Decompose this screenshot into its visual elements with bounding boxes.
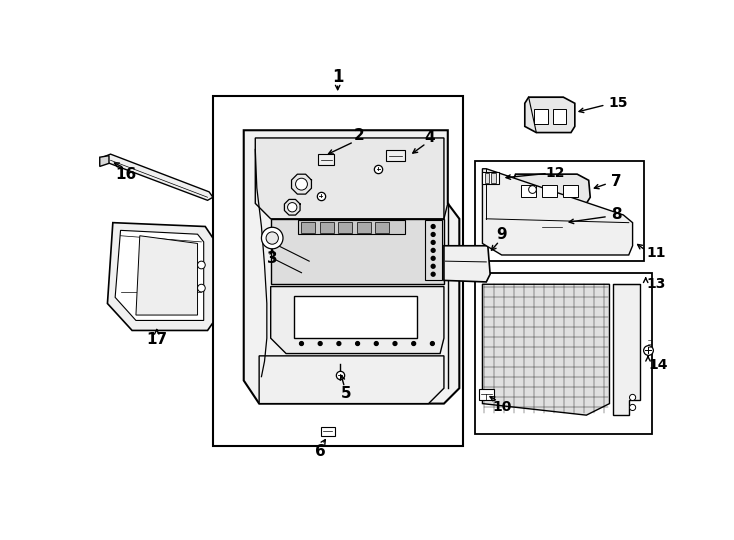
- Text: 3: 3: [267, 251, 277, 266]
- Bar: [562, 185, 578, 197]
- Bar: [542, 185, 557, 197]
- Circle shape: [432, 272, 435, 276]
- Bar: [375, 222, 389, 233]
- Circle shape: [356, 342, 360, 346]
- Circle shape: [528, 186, 537, 193]
- Text: 14: 14: [648, 358, 667, 372]
- Bar: [386, 150, 404, 161]
- Bar: [521, 185, 537, 197]
- Circle shape: [630, 394, 636, 401]
- Text: 4: 4: [425, 131, 435, 145]
- Circle shape: [432, 256, 435, 260]
- Circle shape: [412, 342, 415, 346]
- Bar: [338, 222, 352, 233]
- Polygon shape: [100, 154, 213, 200]
- Circle shape: [296, 178, 308, 190]
- Circle shape: [299, 342, 303, 346]
- Text: 16: 16: [115, 167, 137, 181]
- Polygon shape: [136, 236, 197, 315]
- Bar: [475, 161, 644, 261]
- Text: 13: 13: [647, 277, 666, 291]
- Circle shape: [393, 342, 397, 346]
- Text: 1: 1: [332, 68, 344, 86]
- Text: 5: 5: [341, 386, 352, 401]
- Polygon shape: [100, 156, 109, 166]
- Bar: [302, 222, 316, 233]
- Text: 9: 9: [496, 227, 507, 242]
- Text: 7: 7: [611, 174, 622, 190]
- Polygon shape: [107, 222, 213, 330]
- Text: 17: 17: [146, 332, 167, 347]
- Polygon shape: [244, 130, 459, 403]
- Text: 8: 8: [611, 207, 622, 222]
- Bar: [213, 96, 463, 446]
- Circle shape: [319, 342, 322, 346]
- Bar: [479, 389, 494, 400]
- Text: 2: 2: [354, 128, 365, 143]
- Polygon shape: [540, 215, 563, 240]
- Text: 11: 11: [647, 246, 666, 260]
- Text: 12: 12: [546, 166, 565, 180]
- Circle shape: [432, 248, 435, 252]
- Polygon shape: [271, 287, 444, 354]
- Circle shape: [432, 225, 435, 228]
- Polygon shape: [444, 246, 490, 282]
- Polygon shape: [525, 97, 575, 132]
- Text: 6: 6: [316, 444, 326, 459]
- Bar: [357, 222, 371, 233]
- Bar: [484, 173, 490, 183]
- Polygon shape: [482, 168, 633, 255]
- Polygon shape: [115, 231, 204, 320]
- Bar: [320, 222, 334, 233]
- Circle shape: [266, 232, 278, 244]
- Circle shape: [197, 261, 206, 269]
- Circle shape: [374, 342, 378, 346]
- Bar: [534, 109, 548, 124]
- Bar: [297, 220, 405, 234]
- Circle shape: [432, 233, 435, 237]
- Text: 15: 15: [608, 96, 628, 110]
- Bar: [294, 296, 417, 338]
- Polygon shape: [614, 284, 640, 415]
- Bar: [553, 109, 567, 124]
- Bar: [321, 427, 335, 436]
- Polygon shape: [513, 174, 590, 204]
- Bar: [491, 173, 495, 183]
- Bar: [475, 273, 652, 434]
- Circle shape: [261, 227, 283, 249]
- Bar: [482, 172, 499, 184]
- Circle shape: [430, 342, 435, 346]
- Circle shape: [630, 404, 636, 410]
- Polygon shape: [259, 356, 444, 403]
- Polygon shape: [255, 138, 444, 219]
- Bar: [425, 220, 442, 280]
- Circle shape: [288, 202, 297, 212]
- Circle shape: [337, 342, 341, 346]
- Polygon shape: [482, 284, 609, 415]
- Polygon shape: [271, 219, 444, 284]
- Circle shape: [432, 265, 435, 268]
- Circle shape: [197, 284, 206, 292]
- Bar: [319, 154, 334, 165]
- Text: 10: 10: [492, 401, 512, 415]
- Circle shape: [432, 240, 435, 244]
